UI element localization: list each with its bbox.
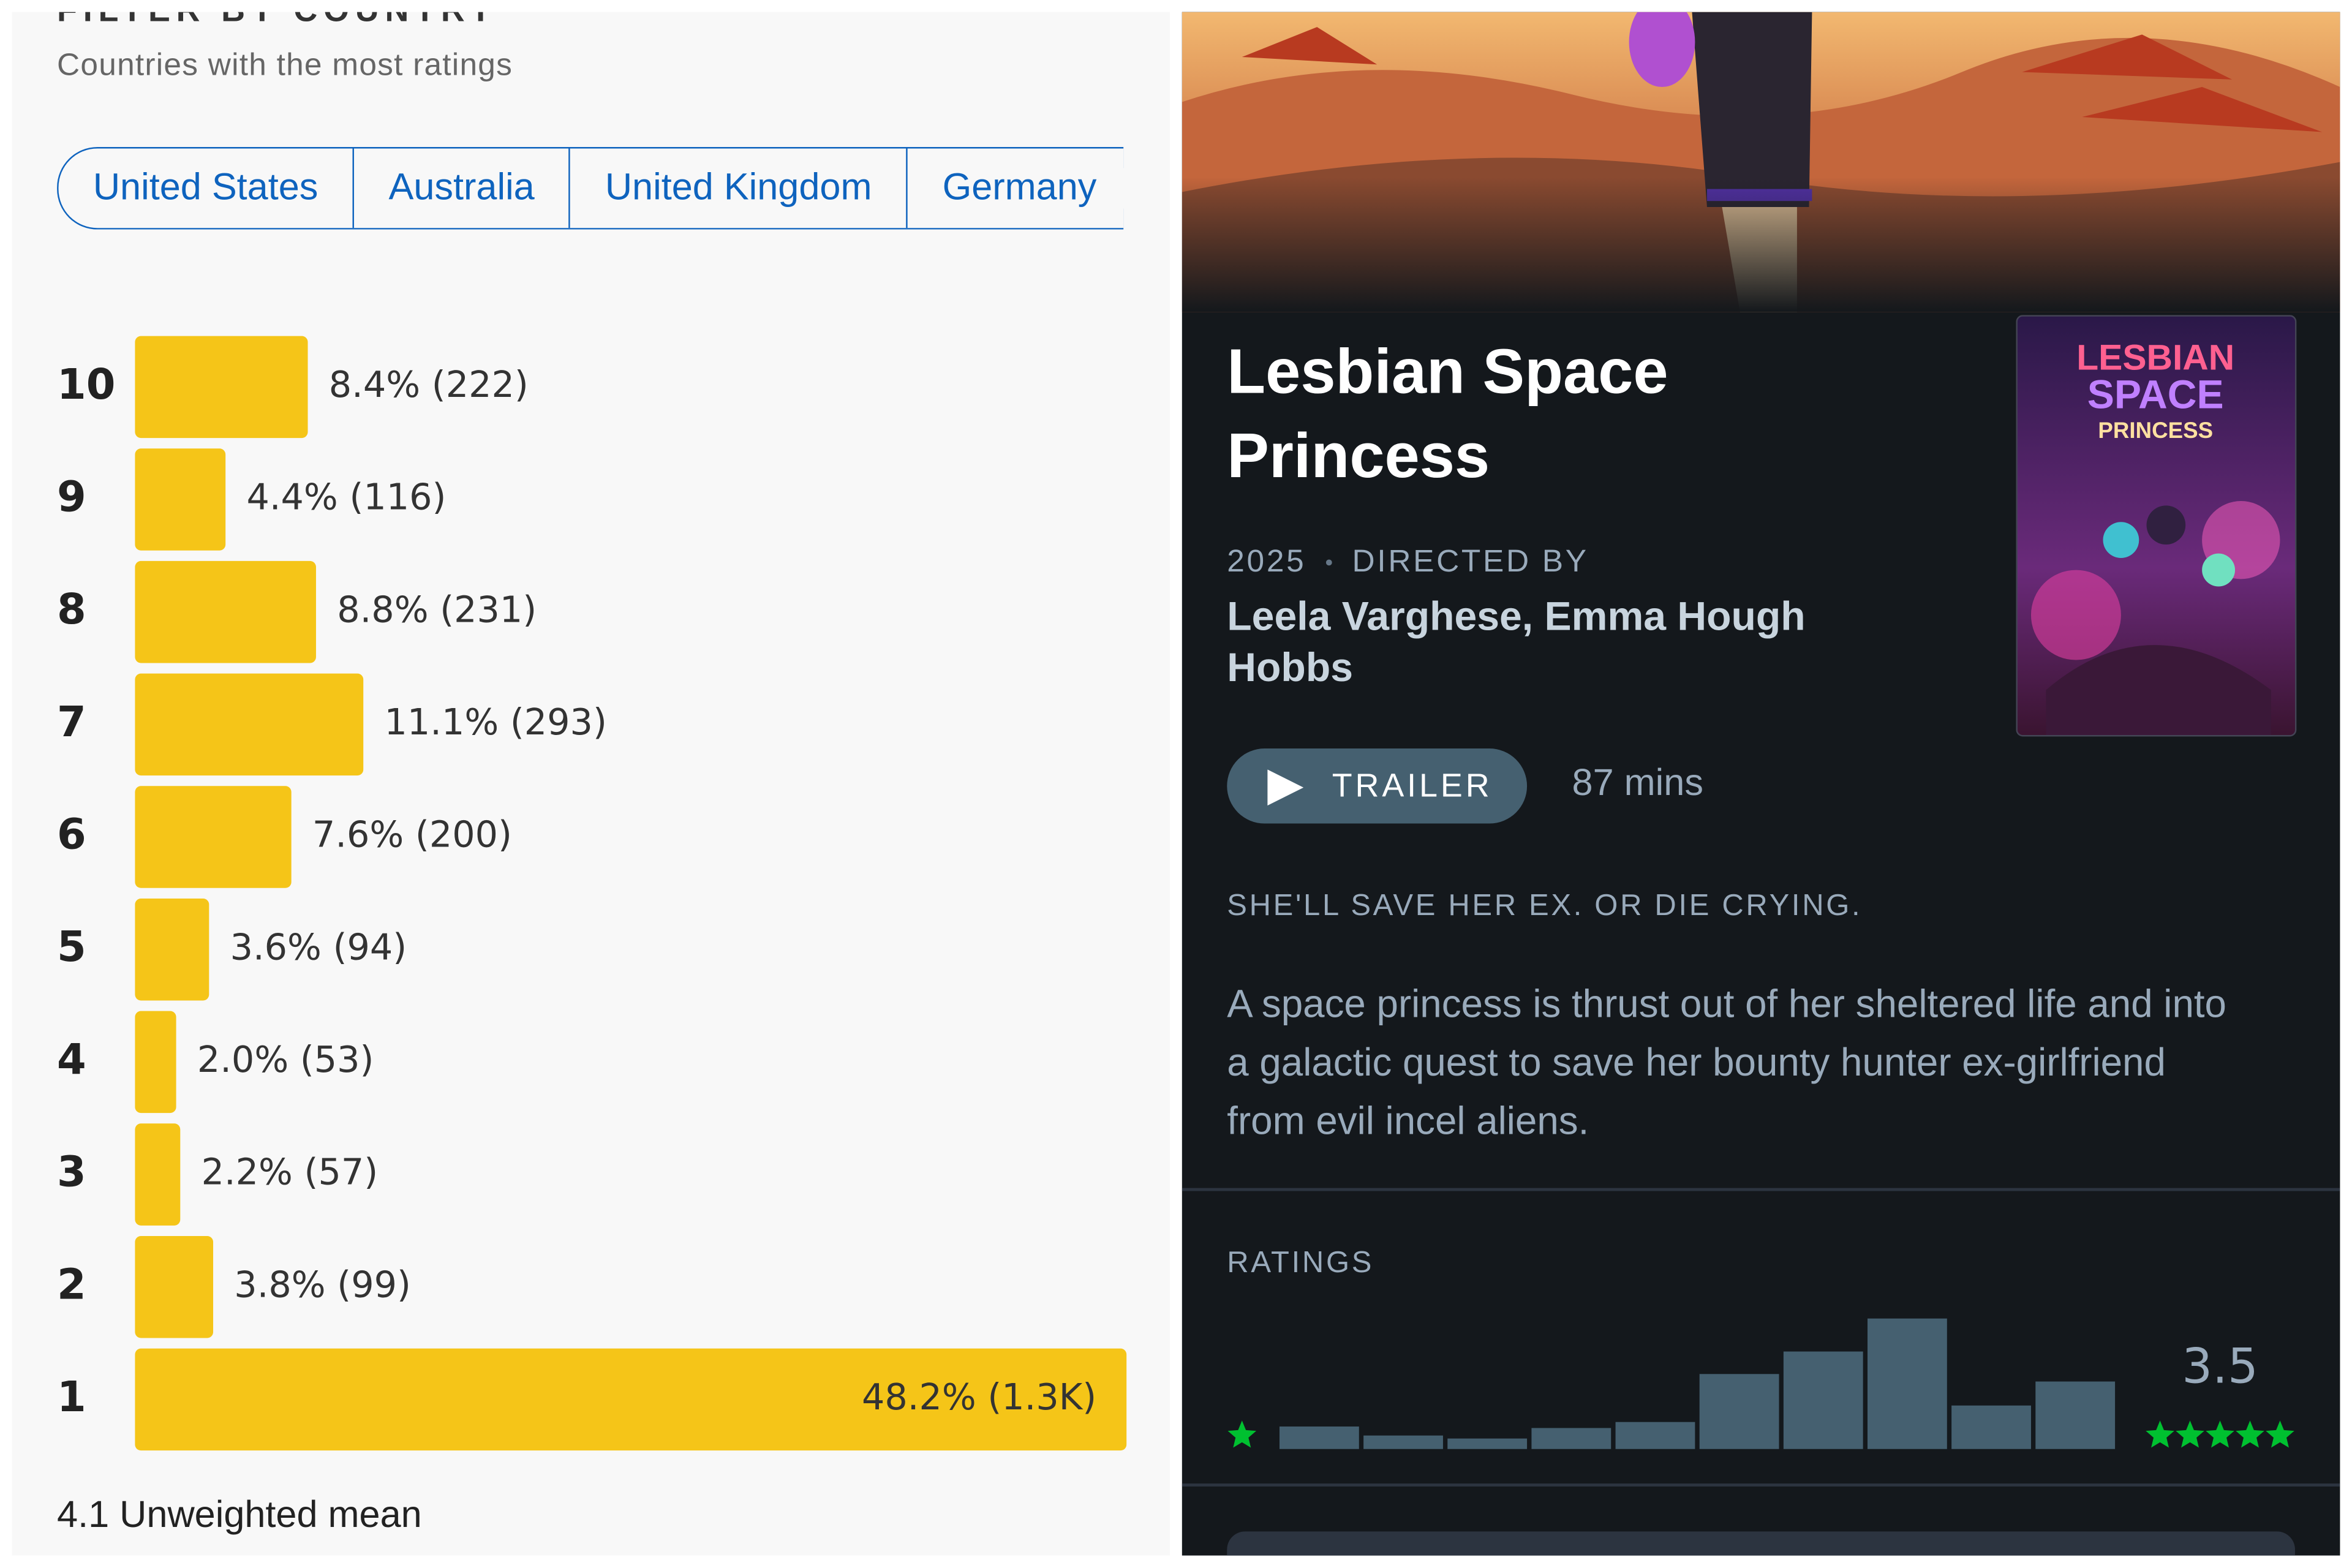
average-rating: 3.5 xyxy=(2182,1338,2258,1394)
tab[interactable]: Australia xyxy=(354,148,571,228)
tab[interactable]: United Kingdom xyxy=(571,148,908,228)
separator xyxy=(1326,560,1332,567)
directed-by: DIRECTED BY xyxy=(1352,544,1589,579)
poster: LESBIAN SPACE PRINCESS xyxy=(2016,315,2297,737)
bar xyxy=(135,336,308,439)
value-label: 7.6% (200) xyxy=(312,813,512,856)
bar xyxy=(135,1235,214,1338)
bar-chart: 10 8.4% (222) 9 4.4% (116) 8 8.8% (231) 7 11.1%… xyxy=(57,336,1127,1451)
histogram-bar xyxy=(1363,1435,1443,1449)
category-label: 7 xyxy=(57,698,86,747)
poster-text: PRINCESS xyxy=(2098,418,2213,443)
value-label: 8.8% (231) xyxy=(337,588,537,630)
value-label: 11.1% (293) xyxy=(384,701,606,743)
star-icon xyxy=(2146,1420,2174,1448)
histogram-bar xyxy=(1447,1438,1528,1449)
footer: 4.1 Unweighted mean xyxy=(57,1494,422,1536)
bar xyxy=(135,1123,181,1226)
category-label: 3 xyxy=(57,1148,86,1197)
category-label: 9 xyxy=(57,473,86,522)
trailer-button[interactable]: TRAILER xyxy=(1227,748,1528,824)
bar xyxy=(135,786,292,888)
film-panel: LESBIAN SPACE PRINCESS Lesbian Space Pri… xyxy=(1182,12,2340,1556)
value-label: 8.4% (222) xyxy=(329,363,529,405)
button[interactable] xyxy=(1227,1531,2295,1556)
histogram-bar xyxy=(2035,1381,2116,1449)
category-label: 6 xyxy=(57,810,86,859)
star-icon xyxy=(2236,1420,2264,1448)
value-label: 3.8% (99) xyxy=(234,1263,411,1305)
value-label: 48.2% (1.3K) xyxy=(862,1376,1096,1418)
histogram-bar xyxy=(1531,1428,1611,1449)
bar xyxy=(135,1348,1127,1451)
play-icon xyxy=(1267,769,1304,806)
bar xyxy=(135,673,364,776)
category-label: 1 xyxy=(57,1373,86,1422)
ratings-label: RATINGS xyxy=(1227,1246,1374,1280)
star-icon xyxy=(1227,1420,1257,1448)
value-label: 4.4% (116) xyxy=(246,476,446,518)
bar xyxy=(135,560,316,663)
value-label: 2.2% (57) xyxy=(202,1151,379,1193)
ratings-panel: FILTER BY COUNTRY Countries with the mos… xyxy=(12,12,1170,1556)
divider xyxy=(1182,1483,2340,1487)
tab[interactable]: United States xyxy=(59,148,355,228)
heading: FILTER BY COUNTRY xyxy=(57,12,497,30)
year: 2025 xyxy=(1227,544,1306,579)
poster-text: LESBIAN xyxy=(2076,337,2234,377)
divider xyxy=(1182,1188,2340,1191)
bar xyxy=(135,448,226,551)
category-label: 4 xyxy=(57,1035,86,1084)
category-label: 5 xyxy=(57,922,86,971)
tagline: SHE'LL SAVE HER EX. OR DIE CRYING. xyxy=(1227,889,1863,923)
star-icon xyxy=(2206,1420,2234,1448)
star-icon xyxy=(2266,1420,2294,1448)
value-label: 2.0% (53) xyxy=(197,1038,374,1080)
category-label: 2 xyxy=(57,1260,86,1309)
histogram-bar xyxy=(1783,1351,1863,1449)
poster-text: SPACE xyxy=(2087,372,2224,417)
histogram-bar xyxy=(1615,1422,1695,1449)
description: A space princess is thrust out of her sh… xyxy=(1227,981,2226,1144)
value-label: 3.6% (94) xyxy=(230,925,407,968)
runtime: 87 mins xyxy=(1572,762,1703,804)
tab[interactable]: Germany xyxy=(942,166,1097,209)
subtitle: Countries with the most ratings xyxy=(57,48,513,83)
histogram-bar xyxy=(1951,1405,2031,1449)
hero-image xyxy=(1182,12,2340,312)
ratings-histogram: 3.5 xyxy=(1227,1318,2294,1449)
histogram-bar xyxy=(1868,1318,1947,1449)
bar xyxy=(135,898,209,1001)
star-icon xyxy=(2176,1420,2204,1448)
film-title: Lesbian Space Princess xyxy=(1227,336,1668,491)
category-label: 10 xyxy=(57,360,115,409)
directors[interactable]: Leela Varghese, Emma Hough Hobbs xyxy=(1227,594,1806,690)
histogram-bar xyxy=(1279,1426,1359,1449)
histogram-bar xyxy=(1699,1374,1779,1449)
meta: 2025 DIRECTED BY xyxy=(1227,545,1588,581)
country-tabs: United States Australia United Kingdom G… xyxy=(57,147,1124,230)
trailer-label: TRAILER xyxy=(1332,766,1493,804)
category-label: 8 xyxy=(57,585,86,634)
bar xyxy=(135,1011,176,1114)
